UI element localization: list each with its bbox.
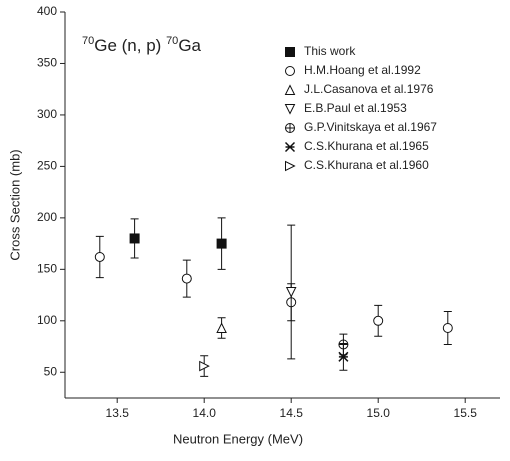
y-tick-label: 100 xyxy=(37,313,57,327)
marker-triangle-down xyxy=(285,286,297,298)
x-tick-label: 15.5 xyxy=(454,406,478,420)
annotation-superscript: 70 xyxy=(82,35,94,47)
y-tick-label: 250 xyxy=(37,159,57,173)
y-tick-label: 300 xyxy=(37,107,57,121)
legend-marker xyxy=(285,66,295,76)
legend-label: C.S.Khurana et al.1965 xyxy=(304,139,429,153)
legend-marker xyxy=(284,84,296,95)
annotation-superscript: 70 xyxy=(166,35,178,47)
legend-marker xyxy=(284,141,296,153)
x-tick-label: 13.5 xyxy=(106,406,130,420)
legend-label: H.M.Hoang et al.1992 xyxy=(304,63,421,77)
legend-marker xyxy=(285,123,296,133)
x-tick-label: 14.5 xyxy=(280,406,304,420)
legend-marker xyxy=(285,47,295,57)
legend-marker xyxy=(285,160,296,172)
legend-label: C.S.Khurana et al.1960 xyxy=(304,158,429,172)
y-tick-label: 150 xyxy=(37,262,57,276)
legend-label: This work xyxy=(304,44,356,58)
marker-square xyxy=(129,233,140,244)
marker-circle xyxy=(373,315,384,326)
legend-marker xyxy=(284,104,296,115)
y-tick-label: 400 xyxy=(37,4,57,18)
marker-star-x xyxy=(338,351,349,362)
marker-square xyxy=(216,238,227,249)
y-tick-label: 200 xyxy=(37,210,57,224)
x-tick-label: 14.0 xyxy=(193,406,217,420)
marker-triangle-right xyxy=(199,360,210,372)
marker-circle xyxy=(442,323,453,334)
x-tick-label: 15.0 xyxy=(367,406,391,420)
marker-circle xyxy=(94,251,105,262)
marker-circle xyxy=(181,273,192,284)
marker-triangle-up xyxy=(216,322,227,334)
legend-label: E.B.Paul et al.1953 xyxy=(304,101,407,115)
x-axis-label: Neutron Energy (MeV) xyxy=(173,431,303,446)
y-tick-label: 350 xyxy=(37,56,57,70)
chart-annotation: 70Ge (n, p) 70Ga xyxy=(82,35,202,56)
legend-label: J.L.Casanova et al.1976 xyxy=(304,82,434,96)
legend-label: G.P.Vinitskaya et al.1967 xyxy=(304,120,437,134)
y-tick-label: 50 xyxy=(44,364,58,378)
y-axis-label: Cross Section (mb) xyxy=(7,149,22,260)
annotation-text: Ge (n, p) xyxy=(94,36,166,55)
annotation-text: Ga xyxy=(178,36,201,55)
